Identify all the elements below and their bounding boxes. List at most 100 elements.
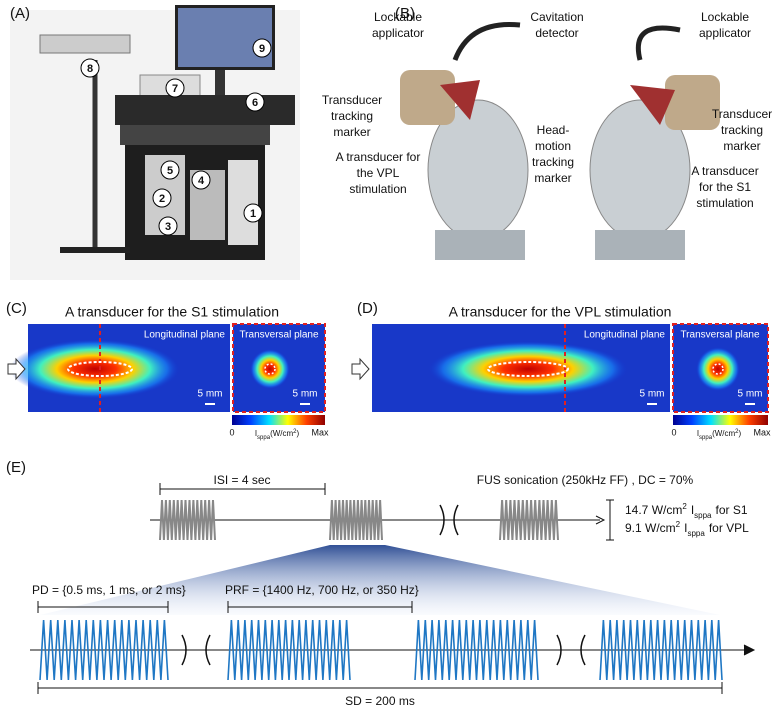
marker-number: 8	[87, 63, 93, 75]
annotation: Head-motion tracking marker	[532, 123, 574, 185]
pulse-burst	[499, 499, 559, 541]
marker-number: 9	[259, 43, 265, 55]
plane-label: Transversal plane	[680, 330, 760, 341]
annotation: Cavitation detector	[530, 10, 583, 40]
colorbar-label-part: I	[255, 429, 257, 438]
marker-number: 3	[165, 221, 171, 233]
intensity-part: sppa	[694, 511, 712, 520]
marker-number: 6	[252, 97, 258, 109]
marker-number: 1	[250, 208, 256, 220]
marker-circle	[165, 78, 185, 98]
pulse-burst	[599, 619, 723, 681]
marker-circle	[245, 92, 265, 112]
scale-bar-label: 5 mm	[198, 389, 223, 400]
pulse-burst	[227, 619, 351, 681]
scale-bar-label: 5 mm	[738, 389, 763, 400]
panel-title: A transducer for the VPL stimulation	[449, 304, 672, 320]
colorbar-label-part: 2	[735, 429, 739, 435]
colorbar-label: Isppa(W/cm2)	[255, 429, 300, 441]
annotation-line: marker	[333, 125, 370, 139]
intensity-part: 9.1 W/cm	[625, 521, 676, 535]
annotation-line: Head-	[537, 123, 570, 137]
scale-bar-label: 5 mm	[293, 389, 318, 400]
colorbar-min: 0	[671, 427, 676, 437]
marker-circle	[243, 203, 263, 223]
colorbar-max: Max	[311, 427, 329, 437]
annotation-line: Transducer	[322, 93, 382, 107]
sd-label: SD = 200 ms	[345, 694, 415, 708]
intensity-part: sppa	[687, 529, 705, 538]
marker-number: 2	[159, 193, 165, 205]
pulse-burst	[329, 499, 383, 541]
intensity-part: for VPL	[709, 521, 749, 535]
annotation-line: A transducer	[691, 164, 758, 178]
colorbar-min: 0	[229, 427, 234, 437]
annotation-line: for the S1	[699, 180, 751, 194]
panel-label: (E)	[6, 459, 26, 476]
prf-label: PRF = {1400 Hz, 700 Hz, or 350 Hz}	[225, 583, 419, 597]
intensity-part: 14.7 W/cm	[625, 503, 682, 517]
intensity-part: 2	[676, 520, 681, 529]
annotation-line: motion	[535, 139, 571, 153]
colorbar-label-part: sppa	[699, 435, 713, 441]
marker-number: 7	[172, 83, 178, 95]
isi-label: ISI = 4 sec	[213, 473, 270, 487]
timing-diagram	[30, 483, 756, 694]
marker-circle	[80, 58, 100, 78]
annotation-line: the VPL	[357, 166, 400, 180]
annotation-line: tracking	[331, 109, 373, 123]
heatmaps	[7, 323, 769, 425]
colorbar-label-part: sppa	[257, 435, 271, 441]
marker-circle	[152, 188, 172, 208]
annotation: Lockable applicator	[372, 10, 424, 40]
plane-label: Longitudinal plane	[584, 330, 666, 341]
marker-number: 5	[167, 165, 173, 177]
marker-circle	[158, 216, 178, 236]
annotation: Transducer tracking marker	[712, 107, 772, 153]
annotation-line: Lockable	[701, 10, 749, 24]
colorbar-label-part: I	[697, 429, 699, 438]
sonication-label: FUS sonication (250kHz FF) , DC = 70%	[477, 473, 694, 487]
colorbar-label-part: (W/cm	[270, 429, 293, 438]
intensity-part: 2	[682, 502, 687, 511]
annotation: Transducer tracking marker	[322, 93, 382, 139]
panel-label: (B)	[395, 5, 415, 22]
intensity-part: I	[684, 521, 687, 535]
annotation-line: marker	[723, 139, 760, 153]
plane-label: Longitudinal plane	[144, 330, 226, 341]
intensity-label: 14.7 W/cm2 Isppa for S1	[625, 502, 748, 520]
pulse-burst	[39, 619, 169, 681]
annotation-line: tracking	[721, 123, 763, 137]
marker-number: 4	[198, 175, 205, 187]
colorbar-label-part: )	[297, 429, 300, 438]
annotation-line: detector	[535, 26, 578, 40]
annotation-line: stimulation	[696, 196, 753, 210]
colorbar-label-part: (W/cm	[712, 429, 735, 438]
annotation-line: Lockable	[374, 10, 422, 24]
panel-label: (C)	[6, 300, 27, 317]
panel-label: (A)	[10, 5, 30, 22]
marker-circle	[191, 170, 211, 190]
annotation-line: marker	[534, 171, 571, 185]
photo-b	[400, 21, 720, 260]
colorbar-label: Isppa(W/cm2)	[697, 429, 742, 441]
panel-title: A transducer for the S1 stimulation	[65, 304, 279, 320]
annotation-line: tracking	[532, 155, 574, 169]
annotation: Lockable applicator	[699, 10, 751, 40]
annotation-line: stimulation	[349, 182, 406, 196]
annotation-line: Cavitation	[530, 10, 583, 24]
colorbar-label-part: 2	[293, 429, 297, 435]
pulse-burst	[159, 499, 216, 541]
scale-bar-label: 5 mm	[640, 389, 665, 400]
colorbar-max: Max	[753, 427, 771, 437]
marker-circle	[160, 160, 180, 180]
annotation: A transducer for the VPL stimulation	[336, 150, 421, 196]
panel-label: (D)	[357, 300, 378, 317]
pd-label: PD = {0.5 ms, 1 ms, or 2 ms}	[32, 583, 186, 597]
pulse-burst	[414, 619, 539, 681]
annotation: A transducer for the S1 stimulation	[691, 164, 758, 210]
marker-circle	[252, 38, 272, 58]
intensity-label: 9.1 W/cm2 Isppa for VPL	[625, 520, 749, 538]
plane-label: Transversal plane	[239, 330, 319, 341]
annotation-line: Transducer	[712, 107, 772, 121]
